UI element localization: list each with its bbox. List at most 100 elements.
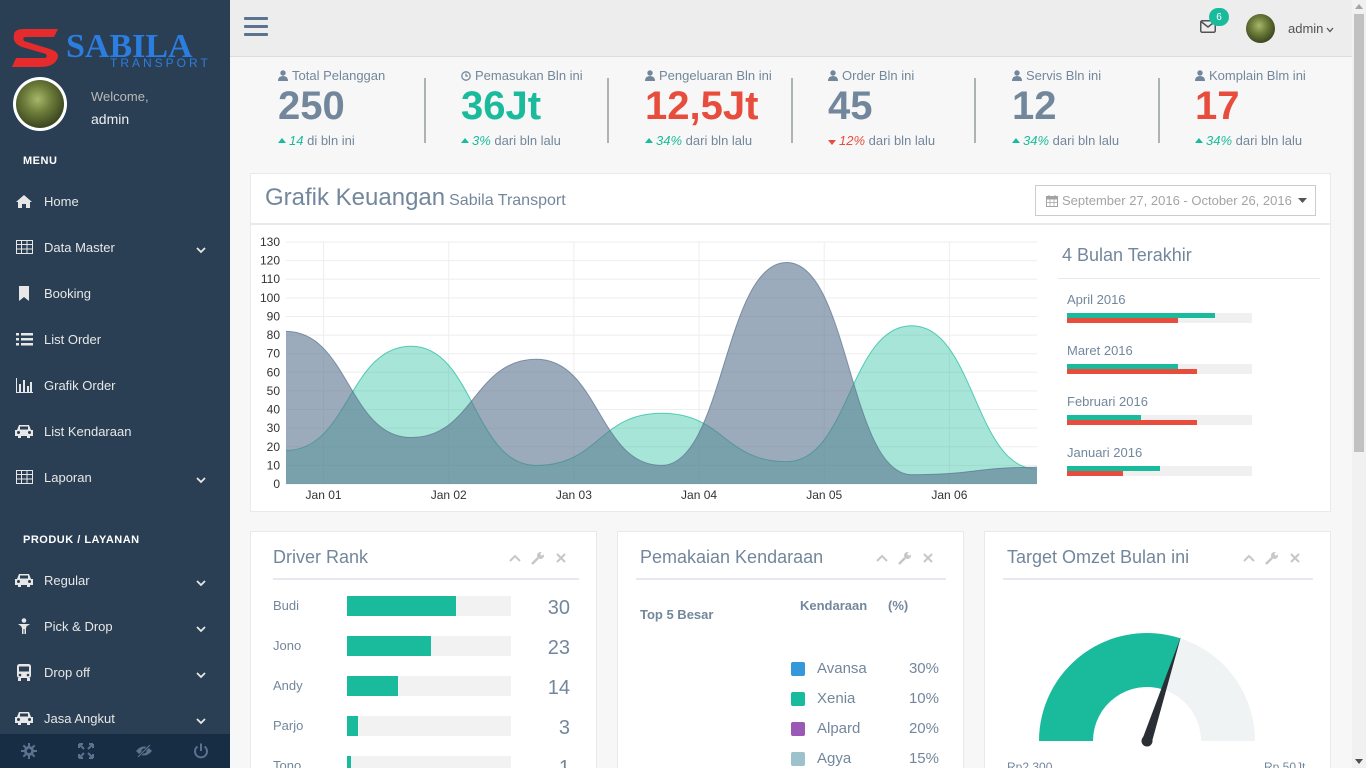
chevron-down-icon — [196, 713, 206, 725]
driver-rank-divider — [273, 578, 579, 580]
nav-item-pick-drop[interactable]: Pick & Drop — [0, 603, 230, 649]
collapse-icon[interactable] — [1243, 552, 1255, 564]
page-scrollbar[interactable] — [1352, 0, 1366, 768]
close-icon[interactable] — [555, 552, 567, 564]
nav-item-list-kendaraan[interactable]: List Kendaraan — [0, 408, 230, 454]
user-icon — [1195, 70, 1205, 81]
driver-progress-fill — [347, 636, 431, 656]
profile-avatar — [13, 77, 67, 131]
tile-value: 250 — [278, 84, 345, 128]
nav-item-data-master[interactable]: Data Master — [0, 224, 230, 270]
gauge-needle-hub — [1141, 735, 1153, 747]
tile-value: 12 — [1012, 84, 1057, 128]
user-menu-dropdown[interactable]: admin — [1288, 21, 1334, 36]
nav-item-laporan[interactable]: Laporan — [0, 454, 230, 500]
nav-item-home[interactable]: Home — [0, 178, 230, 224]
stat-tile: Servis Bln ini 12 34% dari bln lalu — [1012, 68, 1119, 152]
x-tick-label: Jan 06 — [931, 488, 967, 502]
nav-item-drop-off[interactable]: Drop off — [0, 649, 230, 695]
caret-down-icon — [1297, 198, 1307, 203]
tile-delta: 34% — [1023, 133, 1050, 148]
arrow-down-icon — [828, 140, 836, 145]
nav-label: Regular — [44, 572, 90, 588]
chevron-down-icon — [1326, 27, 1334, 33]
wrench-icon[interactable] — [531, 551, 545, 565]
driver-score: 14 — [547, 677, 570, 699]
tile-delta: 3% — [472, 133, 491, 148]
lock-button[interactable] — [115, 734, 173, 768]
legend-swatch — [791, 692, 805, 706]
nav-item-list-order[interactable]: List Order — [0, 316, 230, 362]
vehicle-name: Avansa — [817, 660, 867, 677]
grafik-divider — [251, 223, 1331, 225]
brand-logo[interactable]: SABILA TRANSPORT — [10, 27, 220, 70]
scroll-down-arrow[interactable] — [1355, 759, 1363, 764]
user-icon — [645, 70, 655, 81]
tile-value: 12,5Jt — [645, 84, 759, 128]
chevron-down-icon — [196, 575, 206, 587]
daterange-picker[interactable]: September 27, 2016 - October 26, 2016 — [1035, 185, 1316, 216]
driver-name: Budi — [273, 598, 300, 613]
bulan-income-bar — [1067, 364, 1178, 369]
collapse-icon[interactable] — [876, 552, 888, 564]
arrow-up-icon — [645, 138, 653, 143]
nav-label: List Kendaraan — [44, 423, 132, 439]
table-icon — [14, 469, 34, 485]
tile-delta-suffix: dari bln lalu — [1052, 133, 1120, 148]
stat-tile: Komplain Blm ini 17 34% dari bln lalu — [1195, 68, 1306, 152]
driver-progress-track — [347, 756, 511, 768]
bus-icon — [14, 663, 34, 681]
y-tick-label: 80 — [267, 328, 281, 342]
menu-toggle-button[interactable] — [244, 17, 268, 39]
driver-progress-fill — [347, 596, 457, 616]
tile-label: Pengeluaran Bln ini — [645, 68, 772, 83]
logout-button[interactable] — [173, 734, 231, 768]
target-omzet-tools — [1243, 551, 1301, 565]
arrow-up-icon — [278, 138, 286, 143]
driver-rank-title: Driver Rank — [273, 547, 369, 567]
nav-item-booking[interactable]: Booking — [0, 270, 230, 316]
wrench-icon[interactable] — [1265, 551, 1279, 565]
nav-item-regular[interactable]: Regular — [0, 557, 230, 603]
nav-item-jasa-angkut[interactable]: Jasa Angkut — [0, 695, 230, 741]
person-icon — [14, 617, 34, 634]
chevron-down-icon — [196, 472, 206, 484]
driver-progress-fill — [347, 756, 351, 768]
y-tick-label: 20 — [267, 440, 281, 454]
arrow-up-icon — [461, 138, 469, 143]
stat-tile: Total Pelanggan 250 14 di bln ini — [278, 68, 385, 152]
gauge-min-label: Rp2.300 — [1007, 760, 1053, 768]
driver-progress-track — [347, 716, 511, 736]
fullscreen-button[interactable] — [58, 734, 116, 768]
tile-change: 34% dari bln lalu — [1012, 133, 1119, 148]
bulan-label: Januari 2016 — [1067, 445, 1143, 460]
wrench-icon[interactable] — [898, 551, 912, 565]
driver-score: 1 — [558, 757, 570, 768]
vehicle-percent: 10% — [908, 690, 939, 707]
user-name: admin — [1288, 21, 1324, 36]
close-icon[interactable] — [922, 552, 934, 564]
settings-button[interactable] — [0, 734, 58, 768]
series-area — [286, 262, 1037, 484]
tile-separator — [974, 78, 976, 143]
tile-label: Pemasukan Bln ini — [461, 68, 583, 83]
tile-label: Komplain Blm ini — [1195, 68, 1306, 83]
nav-item-grafik-order[interactable]: Grafik Order — [0, 362, 230, 408]
scroll-up-arrow[interactable] — [1355, 4, 1363, 9]
pemakaian-col-kendaraan: Kendaraan — [800, 598, 868, 613]
top-navbar: 6 admin — [230, 0, 1352, 57]
daterange-value: September 27, 2016 - October 26, 2016 — [1062, 193, 1292, 208]
tile-value: 17 — [1195, 84, 1240, 128]
close-icon[interactable] — [1289, 552, 1301, 564]
series-line — [285, 325, 1038, 470]
pemakaian-divider — [636, 578, 946, 580]
scrollbar-thumb[interactable] — [1354, 14, 1364, 452]
list-icon — [14, 331, 34, 347]
eye-slash-icon — [135, 744, 152, 758]
tile-delta-suffix: dari bln lalu — [1235, 133, 1303, 148]
driver-score: 30 — [547, 597, 570, 619]
collapse-icon[interactable] — [509, 552, 521, 564]
user-avatar[interactable] — [1246, 14, 1275, 43]
tile-delta: 12% — [839, 133, 866, 148]
y-tick-label: 50 — [267, 384, 281, 398]
